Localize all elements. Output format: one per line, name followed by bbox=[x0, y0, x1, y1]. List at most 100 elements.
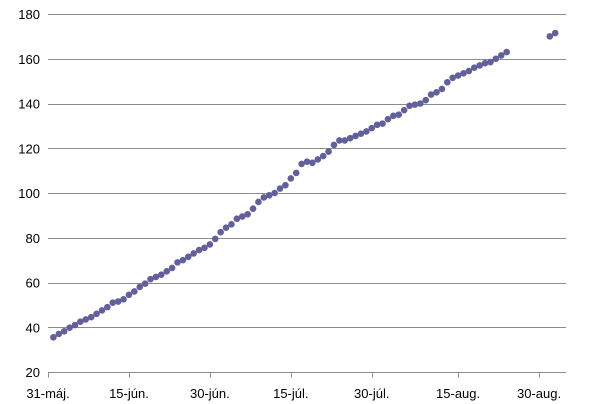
x-tick-label: 30-júl. bbox=[354, 386, 389, 401]
data-point bbox=[438, 85, 446, 93]
data-point bbox=[228, 221, 235, 228]
data-point bbox=[503, 48, 510, 56]
data-point bbox=[314, 156, 322, 163]
data-point bbox=[222, 224, 230, 231]
data-point bbox=[395, 111, 403, 118]
data-point bbox=[309, 159, 316, 167]
data-point bbox=[476, 62, 483, 69]
data-point bbox=[319, 152, 327, 160]
data-point bbox=[190, 250, 197, 257]
data-point bbox=[454, 72, 462, 79]
data-series bbox=[50, 29, 559, 341]
data-point bbox=[179, 256, 187, 264]
data-point bbox=[77, 318, 84, 325]
data-point bbox=[87, 313, 95, 321]
data-point bbox=[66, 324, 73, 331]
data-point bbox=[238, 213, 246, 220]
data-point bbox=[443, 78, 451, 86]
y-tick-label: 80 bbox=[26, 231, 40, 246]
data-point bbox=[465, 67, 473, 75]
data-point bbox=[60, 327, 68, 335]
y-tick-label: 100 bbox=[18, 186, 40, 201]
data-point bbox=[163, 268, 171, 275]
data-point bbox=[152, 273, 160, 281]
data-point bbox=[217, 228, 224, 236]
data-point bbox=[303, 158, 311, 165]
data-point bbox=[287, 175, 295, 182]
data-point bbox=[325, 148, 332, 155]
data-point bbox=[158, 271, 165, 278]
data-point bbox=[470, 64, 478, 71]
data-point bbox=[147, 275, 154, 283]
data-point bbox=[184, 253, 192, 261]
data-point bbox=[417, 100, 424, 107]
data-point bbox=[449, 74, 456, 82]
data-point bbox=[195, 246, 203, 254]
data-point bbox=[201, 244, 208, 252]
data-point bbox=[282, 181, 289, 189]
y-tick-label: 160 bbox=[18, 52, 40, 67]
data-point bbox=[487, 58, 494, 66]
x-tick-label: 30-jún. bbox=[190, 386, 230, 401]
data-point bbox=[271, 189, 278, 197]
data-point bbox=[82, 316, 90, 323]
data-point bbox=[406, 102, 413, 110]
data-point bbox=[174, 259, 181, 266]
data-point bbox=[352, 132, 359, 140]
data-point bbox=[249, 205, 257, 212]
data-point bbox=[255, 198, 262, 206]
data-point bbox=[460, 69, 467, 77]
data-point bbox=[292, 169, 300, 177]
data-point bbox=[125, 291, 133, 299]
data-point bbox=[55, 330, 63, 338]
data-point bbox=[497, 52, 505, 59]
y-axis-tick-labels: 20 40 60 80 100 120 140 160 180 bbox=[18, 7, 40, 380]
data-point bbox=[400, 106, 408, 114]
data-point bbox=[298, 160, 305, 168]
data-point bbox=[481, 59, 489, 67]
data-point bbox=[336, 137, 343, 144]
data-point bbox=[341, 137, 349, 144]
data-point bbox=[120, 295, 127, 303]
data-point bbox=[104, 303, 111, 311]
data-point bbox=[260, 194, 268, 201]
data-point bbox=[492, 55, 500, 63]
data-point bbox=[265, 191, 273, 199]
data-point bbox=[379, 120, 386, 127]
data-point bbox=[422, 96, 430, 104]
data-point bbox=[50, 334, 57, 341]
data-point bbox=[93, 310, 100, 318]
data-point bbox=[427, 91, 435, 98]
data-point bbox=[330, 141, 338, 149]
data-point bbox=[411, 101, 419, 108]
data-point bbox=[211, 235, 219, 243]
gridlines bbox=[48, 14, 566, 328]
data-point bbox=[136, 283, 144, 291]
data-point bbox=[141, 280, 149, 287]
data-point bbox=[233, 215, 241, 223]
x-tick-label: 15-jún. bbox=[109, 386, 149, 401]
data-point bbox=[206, 241, 214, 248]
y-tick-label: 20 bbox=[26, 365, 40, 380]
data-point bbox=[131, 288, 138, 295]
data-point bbox=[546, 33, 554, 40]
x-tick-label: 30-aug. bbox=[517, 386, 561, 401]
y-tick-label: 60 bbox=[26, 276, 40, 291]
x-tick-label: 31-máj. bbox=[26, 386, 69, 401]
data-point bbox=[363, 128, 370, 135]
data-point bbox=[98, 307, 106, 314]
x-tick-label: 15-aug. bbox=[436, 386, 480, 401]
x-axis-tick-labels: 31-máj. 15-jún. 30-jún. 15-júl. 30-júl. 15-au… bbox=[26, 386, 561, 401]
y-tick-label: 140 bbox=[18, 97, 40, 112]
data-point bbox=[168, 264, 176, 272]
data-point bbox=[109, 299, 117, 306]
y-tick-label: 180 bbox=[18, 7, 40, 22]
data-point bbox=[368, 124, 376, 132]
data-point bbox=[357, 130, 365, 138]
x-tick-label: 15-júl. bbox=[273, 386, 308, 401]
data-point bbox=[276, 185, 284, 192]
data-point bbox=[433, 89, 440, 96]
data-point bbox=[71, 321, 79, 329]
